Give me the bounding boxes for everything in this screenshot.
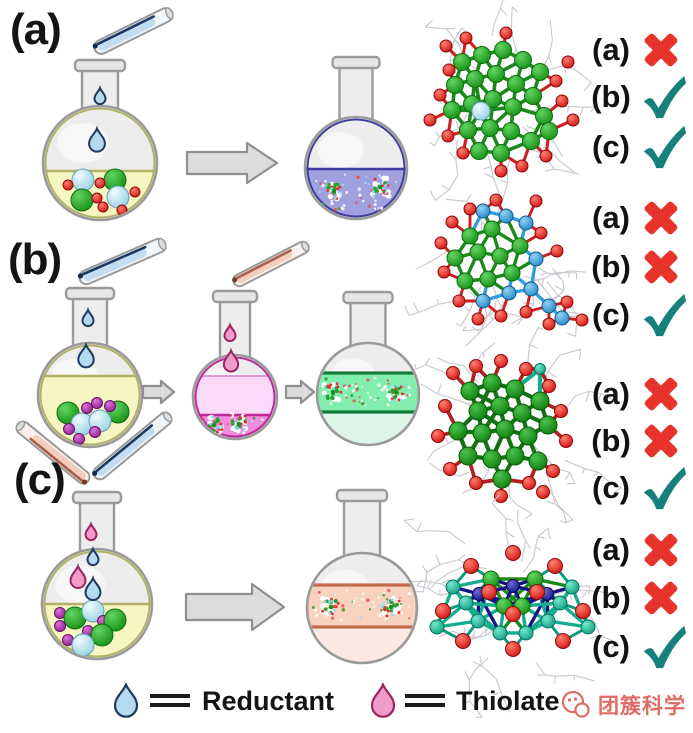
check-icon [641,291,687,339]
check-icon [641,464,687,512]
flask-b-product [315,290,421,447]
verdict-label: (c) [592,129,630,164]
molecular-structure-cluster-1 [423,0,596,214]
route-label-a: (a) [10,5,62,54]
verdict-row-c-1: (c) [586,121,692,173]
thiolate-label: Thiolate [456,686,560,716]
verdict-row-b-1: (b) [586,71,692,123]
flask-c-reactant [40,490,154,661]
molecular-structure-cluster-2 [404,193,589,347]
route-label-c: (c) [14,455,66,504]
verdict-row-b-2: (b) [586,241,692,293]
verdict-row-c-4: (c) [586,621,692,673]
check-icon [641,73,687,121]
verdict-label: (a) [592,376,630,411]
verdict-label: (b) [591,423,631,458]
flask-b-reactant [36,286,144,449]
check-icon [641,123,687,171]
flask-c-product [305,488,419,665]
cross-icon [641,374,681,414]
equals-sign [150,694,190,707]
cross-icon [641,30,681,70]
verdict-row-c-2: (c) [586,289,692,341]
verdict-label: (b) [591,580,631,615]
verdict-row-a-3: (a) [586,368,692,420]
pipette-blue-icon [92,7,174,55]
verdict-row-a-4: (a) [586,524,692,576]
verdict-label: (b) [591,79,631,114]
flask-a-product [303,55,409,221]
verdict-row-b-3: (b) [586,415,692,467]
molecular-structure-cluster-3 [414,326,623,524]
verdict-label: (a) [592,532,630,567]
check-icon [641,623,687,671]
verdict-row-a-2: (a) [586,192,692,244]
pipette-blue-icon [92,411,173,481]
verdict-row-b-4: (b) [586,572,692,624]
route-label-b: (b) [8,235,62,284]
cross-icon [641,578,681,618]
verdict-row-c-3: (c) [586,462,692,514]
cross-icon [641,198,681,238]
brand-watermark: 团簇科学 [560,689,686,721]
reaction-arrow [141,379,176,405]
pipette-pink-icon [15,420,91,485]
cross-icon [641,530,681,570]
verdict-label: (c) [592,629,630,664]
watermark-text: 团簇科学 [598,695,686,718]
reaction-arrow [185,141,279,185]
verdict-label: (a) [592,32,630,67]
flask-b-middle [191,289,279,441]
molecular-structure-cluster-4 [403,494,617,718]
pipette-pink-icon [232,240,310,288]
cluster-science-logo-icon [560,689,592,721]
verdict-label: (c) [592,470,630,505]
cross-icon [641,247,681,287]
pipette-blue-icon [77,237,167,286]
reductant-drop-icon [113,681,139,718]
reaction-arrow [284,379,316,405]
cross-icon [641,421,681,461]
verdict-label: (c) [592,297,630,332]
verdict-label: (b) [591,249,631,284]
thiolate-drop-icon [370,681,396,718]
reaction-arrow [184,582,286,632]
reductant-label: Reductant [202,686,335,716]
equals-sign [405,694,445,707]
verdict-label: (a) [592,200,630,235]
verdict-row-a-1: (a) [586,24,692,76]
